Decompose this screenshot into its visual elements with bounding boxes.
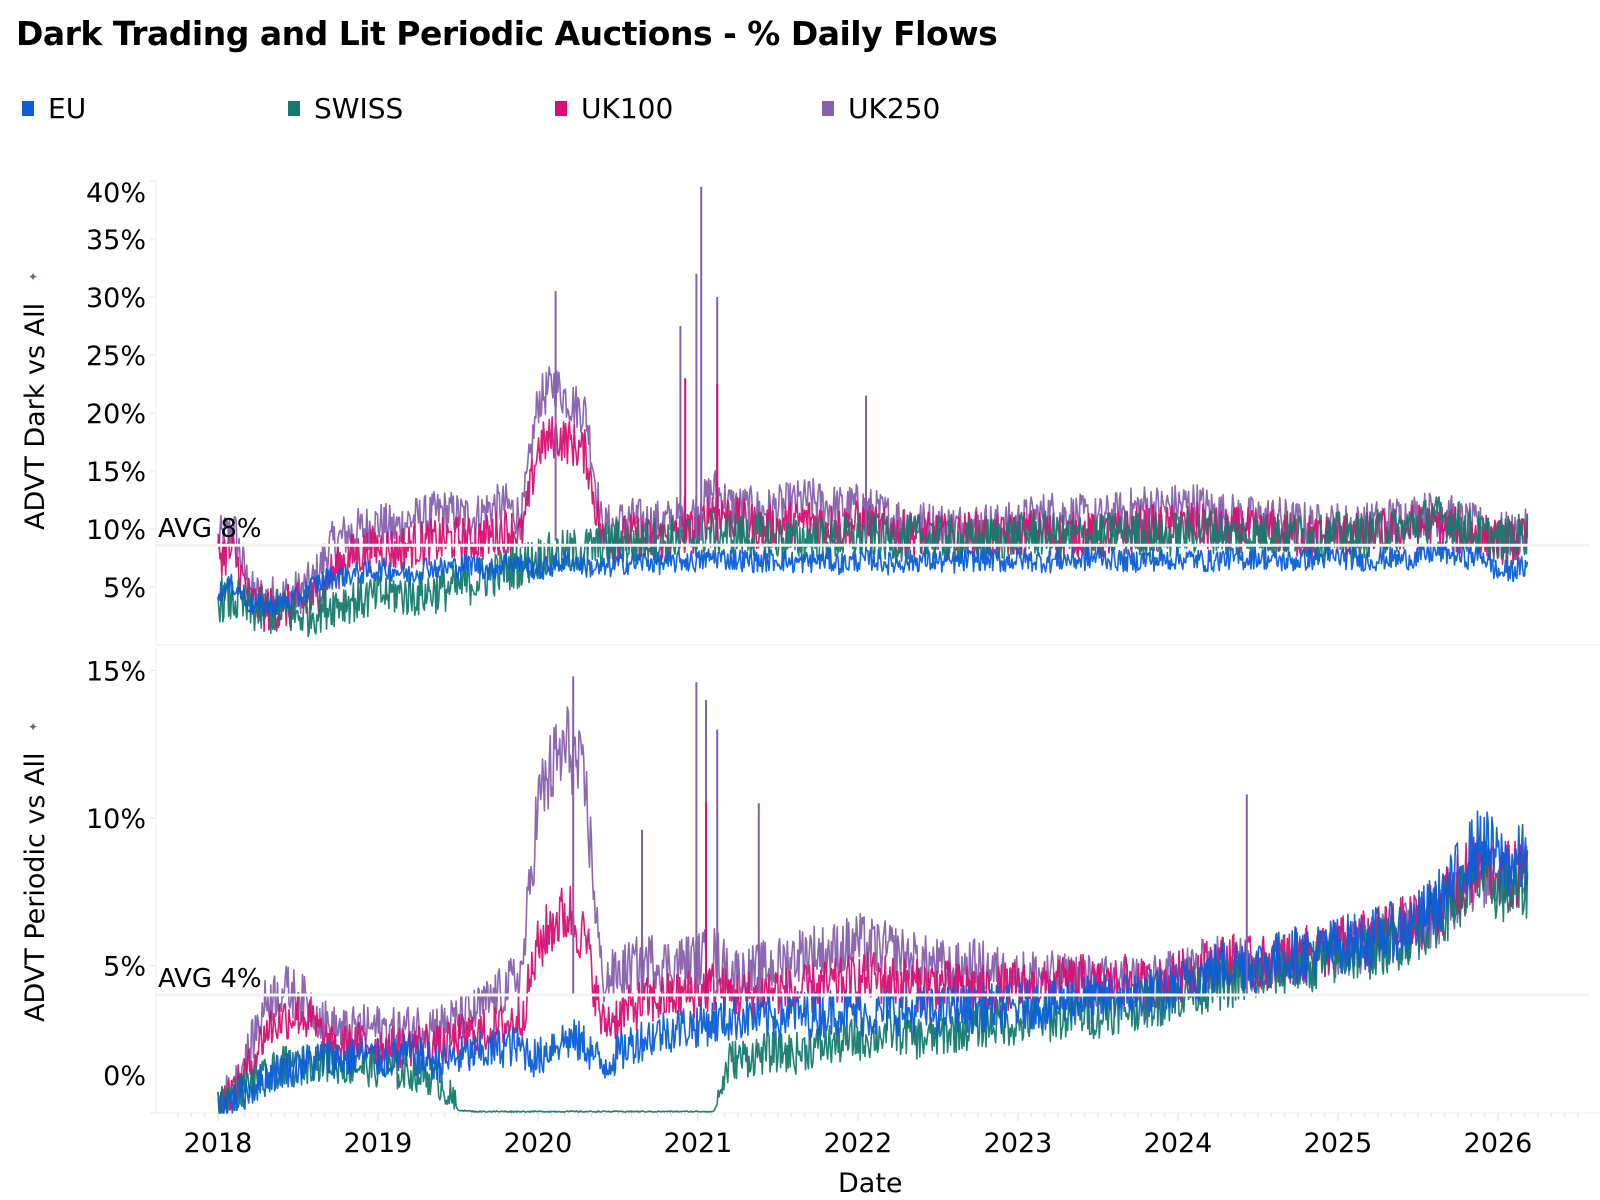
y-tick-label: 25%: [86, 341, 146, 372]
series-line-eu: [217, 540, 1529, 618]
pin-icon[interactable]: ✦: [28, 720, 39, 734]
y-tick-label: 0%: [103, 1061, 146, 1092]
pin-icon[interactable]: ✦: [28, 270, 39, 284]
x-tick-label: 2021: [664, 1128, 733, 1159]
y-tick-label: 15%: [86, 657, 146, 688]
x-axis-title: Date: [838, 1168, 903, 1199]
y-tick-label: 35%: [86, 225, 146, 256]
average-label: AVG 4%: [158, 964, 262, 994]
x-tick-label: 2020: [504, 1128, 573, 1159]
legend-swatch-swiss: [288, 101, 300, 116]
series-line-uk250: [217, 706, 1529, 1111]
y-tick-label: 10%: [86, 804, 146, 835]
chart-title: Dark Trading and Lit Periodic Auctions -…: [16, 14, 998, 53]
legend-label-uk250: UK250: [848, 92, 941, 125]
legend-item-uk250[interactable]: UK250: [822, 92, 940, 125]
legend: EU SWISS UK100 UK250: [0, 92, 1100, 132]
legend-item-uk100[interactable]: UK100: [555, 92, 673, 125]
x-tick-label: 2026: [1464, 1128, 1533, 1159]
legend-swatch-eu: [22, 101, 34, 116]
legend-item-swiss[interactable]: SWISS: [288, 92, 403, 125]
x-tick-label: 2025: [1304, 1128, 1373, 1159]
x-tick-label: 2023: [984, 1128, 1053, 1159]
y-tick-label: 5%: [103, 952, 146, 983]
legend-swatch-uk100: [555, 101, 567, 116]
series-line-eu: [217, 810, 1529, 1114]
y-tick-label: 5%: [103, 573, 146, 604]
legend-label-swiss: SWISS: [314, 92, 404, 125]
legend-swatch-uk250: [822, 101, 834, 116]
series-line-swiss: [217, 845, 1529, 1114]
y-tick-label: 40%: [86, 178, 146, 209]
legend-label-eu: EU: [48, 92, 87, 125]
y-tick-label: 10%: [86, 515, 146, 546]
average-label: AVG 8%: [158, 514, 262, 544]
y-tick-label: 15%: [86, 457, 146, 488]
x-tick-label: 2022: [824, 1128, 893, 1159]
x-tick-label: 2019: [344, 1128, 413, 1159]
x-tick-label: 2024: [1144, 1128, 1213, 1159]
y-tick-label: 20%: [86, 399, 146, 430]
legend-item-eu[interactable]: EU: [22, 92, 86, 125]
y-tick-label: 30%: [86, 283, 146, 314]
legend-label-uk100: UK100: [581, 92, 674, 125]
x-tick-label: 2018: [184, 1128, 253, 1159]
